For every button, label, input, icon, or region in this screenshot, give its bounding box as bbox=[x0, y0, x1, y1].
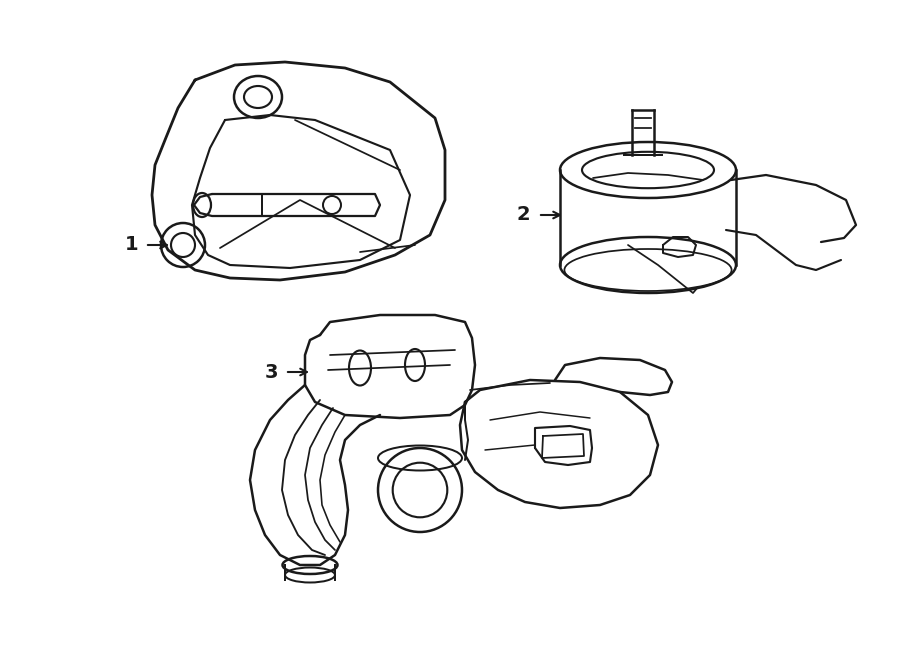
Text: 3: 3 bbox=[265, 362, 278, 381]
Text: 1: 1 bbox=[124, 235, 138, 254]
Text: 2: 2 bbox=[517, 206, 530, 225]
